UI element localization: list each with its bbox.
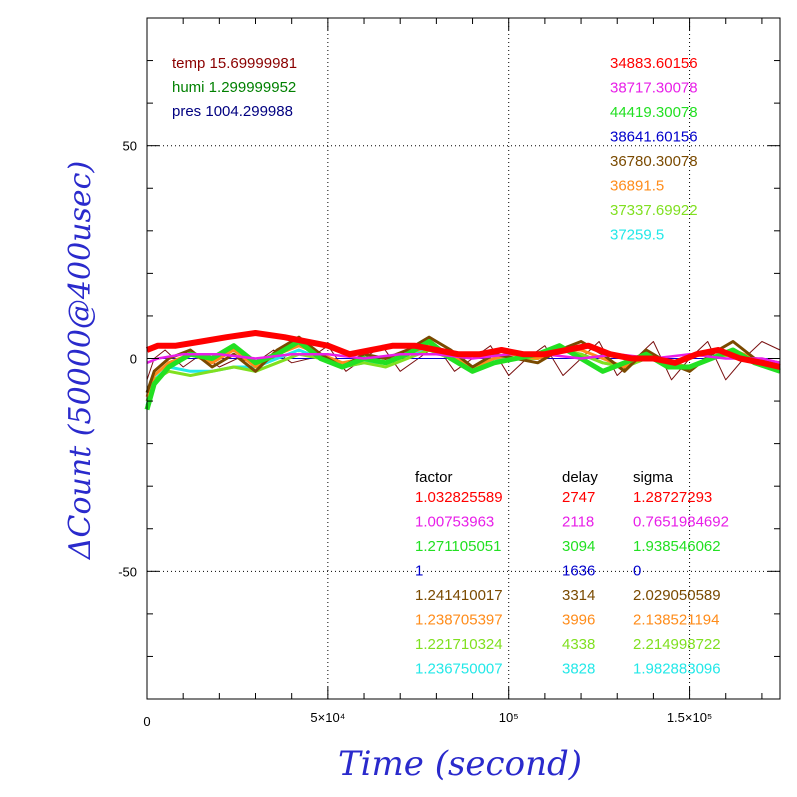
table-header-delay: delay [562, 469, 598, 486]
table-delay-value: 2747 [562, 489, 595, 506]
series-mean-label: 37259.5 [610, 227, 664, 244]
table-header-sigma: sigma [633, 469, 674, 486]
series-mean-label: 38641.60156 [610, 129, 698, 146]
series-mean-label: 34883.60156 [610, 55, 698, 72]
y-tick-label: 0 [130, 352, 137, 367]
axis-ticks: 0 5×10⁴ 10⁵ 1.5×10⁵ -50 0 50 [118, 17, 780, 729]
table-sigma-value: 2.138521194 [633, 612, 719, 629]
table-sigma-value: 2.029050589 [633, 587, 721, 604]
x-tick-label: 10⁵ [499, 710, 519, 725]
table-factor-value: 1.238705397 [415, 612, 503, 629]
table-delay-value: 1636 [562, 563, 595, 580]
y-axis-title: ΔCount (50000@400usec) [63, 161, 98, 560]
table-factor-value: 1.236750007 [415, 661, 503, 678]
table-factor-value: 1.032825589 [415, 489, 503, 506]
x-axis-title: Time (second) [338, 744, 582, 784]
table-factor-value: 1.271105051 [415, 538, 501, 555]
plot-series [144, 330, 781, 411]
x-tick-label: 0 [143, 714, 150, 729]
y-tick-label: -50 [118, 564, 137, 579]
x-tick-label: 1.5×10⁵ [667, 710, 713, 725]
x-tick-label: 5×10⁴ [310, 710, 345, 725]
table-sigma-value: 0.7651984692 [633, 514, 729, 531]
table-delay-value: 4338 [562, 636, 595, 653]
series-mean-label: 36780.30078 [610, 153, 698, 170]
table-factor-value: 1 [415, 563, 423, 580]
table-sigma-value: 1.982883096 [633, 661, 721, 678]
y-tick-label: 50 [123, 139, 137, 154]
table-delay-value: 3828 [562, 661, 595, 678]
table-delay-value: 3094 [562, 538, 595, 555]
series-line-1 [145, 330, 781, 370]
series-mean-label: 36891.5 [610, 178, 664, 195]
env-temp: temp 15.69999981 [172, 55, 297, 72]
table-factor-value: 1.00753963 [415, 514, 494, 531]
table-sigma-value: 1.28727293 [633, 489, 712, 506]
table-sigma-value: 2.214998722 [633, 636, 721, 653]
table-sigma-value: 1.938546062 [633, 538, 721, 555]
series-mean-label: 38717.30078 [610, 80, 698, 97]
annotations: temp 15.69999981 humi 1.299999952 pres 100… [172, 55, 729, 678]
table-header-factor: factor [415, 469, 453, 486]
table-sigma-value: 0 [633, 563, 641, 580]
table-delay-value: 3996 [562, 612, 595, 629]
table-factor-value: 1.241410017 [415, 587, 503, 604]
series-line-3 [144, 339, 781, 411]
env-humi: humi 1.299999952 [172, 79, 296, 96]
table-delay-value: 2118 [562, 514, 594, 531]
series-mean-label: 37337.69922 [610, 202, 698, 219]
table-factor-value: 1.221710324 [415, 636, 503, 653]
table-delay-value: 3314 [562, 587, 595, 604]
series-mean-label: 44419.30078 [610, 104, 698, 121]
env-pres: pres 1004.299988 [172, 103, 293, 120]
